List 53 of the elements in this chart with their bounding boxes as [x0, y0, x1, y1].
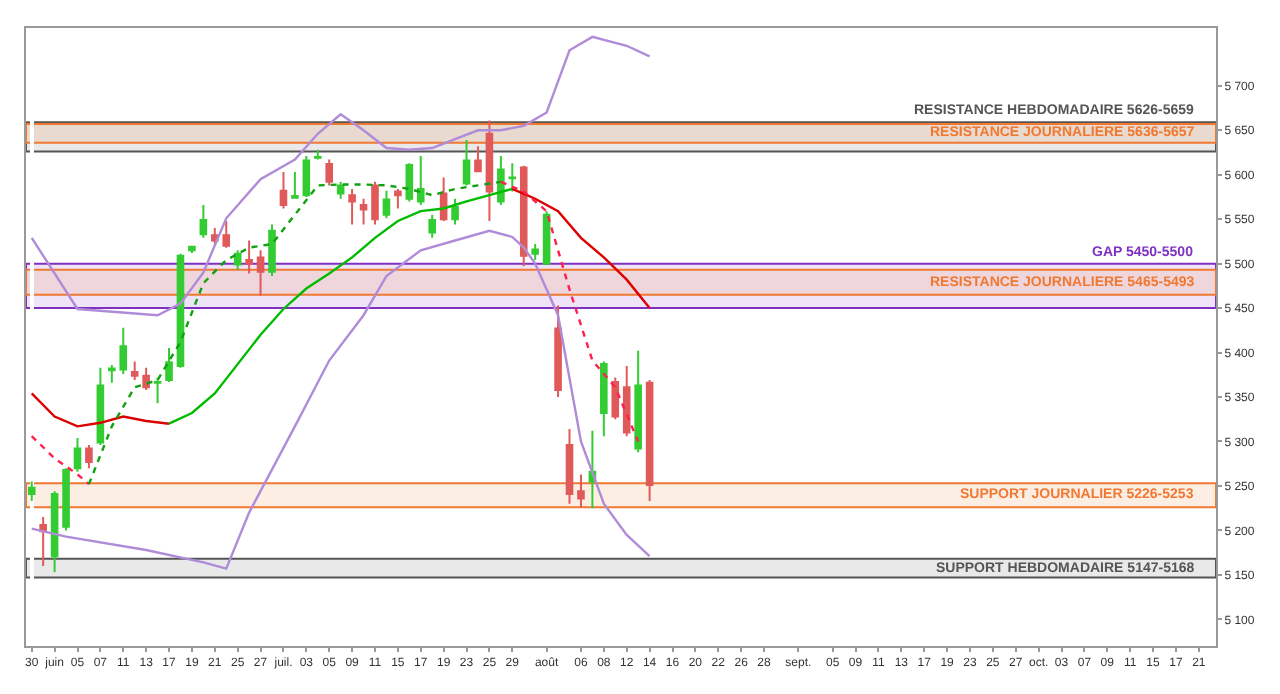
- line-series: [511, 187, 651, 310]
- candlestick: [27, 480, 36, 503]
- candlestick: [313, 148, 322, 161]
- candlestick: [85, 444, 93, 470]
- candlestick: [245, 239, 253, 275]
- candlestick: [519, 164, 528, 268]
- candlestick: [73, 436, 82, 473]
- candlestick: [611, 376, 620, 421]
- candlestick: [531, 243, 539, 262]
- candlestick: [188, 244, 196, 254]
- candlestick: [645, 379, 654, 503]
- candlestick: [302, 155, 311, 198]
- candlestick: [382, 189, 391, 220]
- candlestick: [96, 366, 105, 447]
- candlestick: [394, 187, 402, 210]
- candlestick: [50, 490, 59, 574]
- line-series: [30, 35, 651, 317]
- candlestick: [291, 171, 299, 200]
- candlestick: [268, 223, 276, 278]
- candlestick: [153, 376, 162, 405]
- candlestick: [428, 213, 436, 239]
- candlestick: [577, 473, 585, 509]
- candlestick: [165, 347, 173, 383]
- candlestick: [600, 360, 608, 438]
- candlestick: [359, 197, 368, 226]
- candlestick: [199, 203, 208, 239]
- candlestick: [474, 145, 482, 174]
- candlestick: [508, 162, 517, 193]
- candlestick: [405, 162, 414, 203]
- candlestick: [622, 364, 631, 438]
- candlestick: [588, 429, 597, 510]
- candlestick: [233, 249, 242, 271]
- candlestick: [462, 139, 471, 187]
- line-series: [499, 180, 640, 443]
- line-series: [87, 180, 503, 486]
- candlestick: [336, 180, 345, 200]
- line-series: [30, 392, 171, 428]
- candlestick: [371, 180, 379, 226]
- candlestick: [634, 349, 642, 454]
- candlestick: [39, 516, 47, 567]
- line-series: [167, 187, 514, 425]
- candlestick: [565, 428, 574, 505]
- candlestick: [62, 467, 70, 532]
- line-series: [30, 229, 651, 570]
- line-series: [30, 434, 91, 486]
- candlestick: [416, 155, 425, 206]
- candlestick: [554, 304, 562, 399]
- candlestick: [325, 158, 334, 187]
- candlestick: [256, 249, 265, 297]
- candlestick: [348, 187, 356, 226]
- candlestick: [451, 197, 459, 226]
- candlestick: [279, 171, 288, 210]
- candlestick: [485, 119, 494, 222]
